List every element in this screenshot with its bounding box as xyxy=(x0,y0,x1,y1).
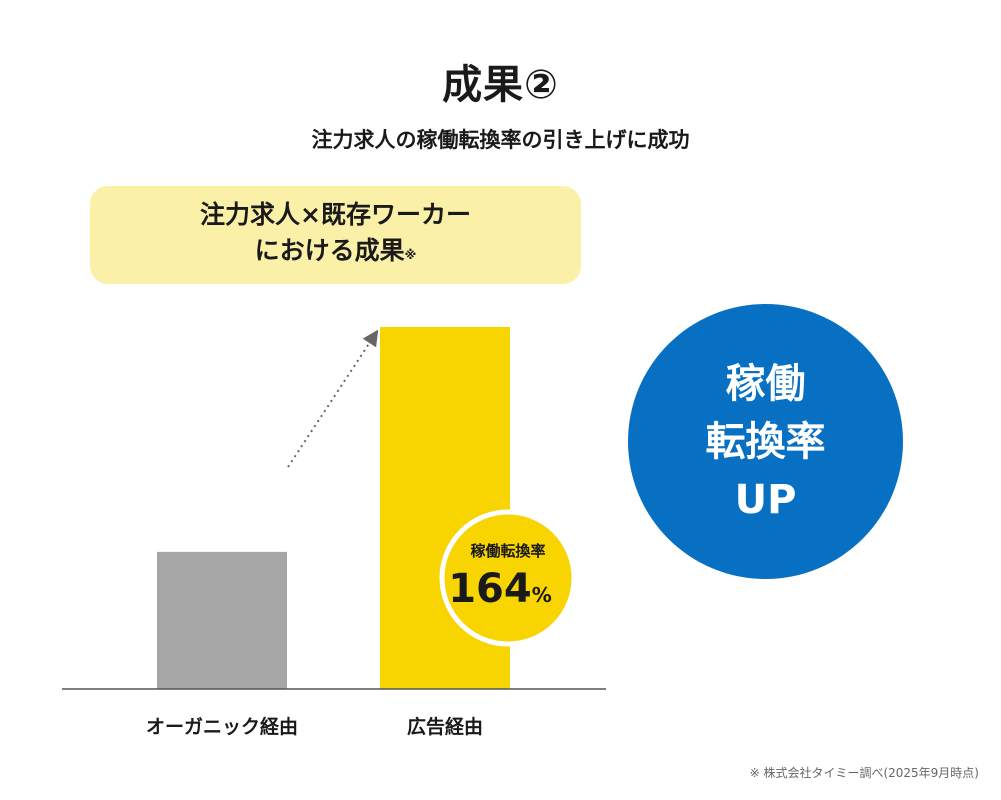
result-circle-line-1: 稼働 xyxy=(725,360,806,407)
callout-line-2-text: における成果 xyxy=(254,236,405,265)
callout-note-mark: ※ xyxy=(404,248,417,262)
bars-group xyxy=(157,327,510,689)
rate-badge-value: 164% xyxy=(448,566,552,612)
callout-line-1: 注力求人×既存ワーカー xyxy=(200,200,471,229)
result-circle-line-2: 転換率 xyxy=(705,418,826,465)
page-subtitle: 注力求人の稼働転換率の引き上げに成功 xyxy=(311,128,690,152)
callout-line-2: における成果※ xyxy=(255,233,417,273)
page-title: 成果② xyxy=(442,62,559,108)
dotted-growth-arrow xyxy=(287,329,379,468)
rate-badge: 稼働転換率 164% xyxy=(439,509,577,647)
x-tick-label-0: オーガニック経由 xyxy=(146,715,298,738)
bar-0 xyxy=(157,551,287,689)
rate-badge-circle xyxy=(439,509,577,647)
callout-box: 注力求人×既存ワーカー における成果※ xyxy=(90,186,581,284)
rate-badge-label: 稼働転換率 xyxy=(470,542,545,560)
result-circle: 稼働 転換率 UP xyxy=(628,304,903,579)
x-tick-label-1: 広告経由 xyxy=(407,715,483,738)
rate-badge-number: 164 xyxy=(448,566,532,612)
x-tick-labels: オーガニック経由 広告経由 xyxy=(146,715,483,738)
rate-badge-unit: % xyxy=(532,583,552,607)
result-circle-line-3: UP xyxy=(734,476,797,523)
footnote: ※ 株式会社タイミー調べ(2025年9月時点) xyxy=(749,766,979,780)
